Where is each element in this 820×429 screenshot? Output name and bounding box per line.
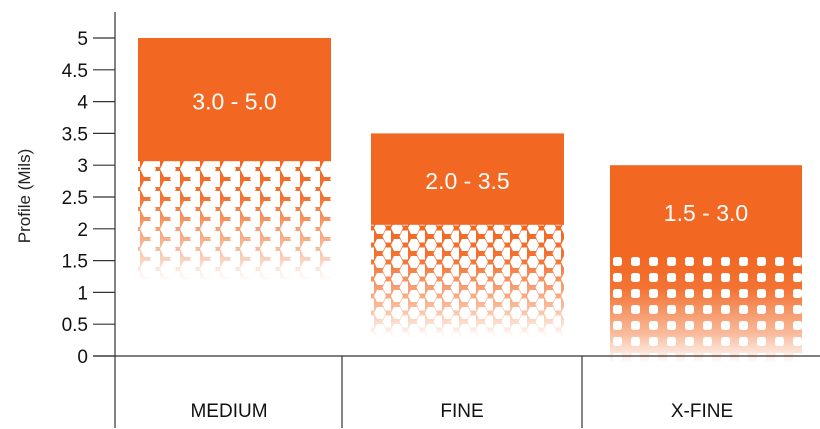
y-tick-label: 1.5 — [62, 252, 88, 273]
y-tick-label: 0 — [77, 347, 88, 368]
y-tick-label: 2.5 — [62, 188, 88, 209]
y-tick-label: 0.5 — [62, 315, 88, 336]
x-category-label: MEDIUM — [190, 401, 267, 422]
range-label: 3.0 - 5.0 — [192, 89, 276, 115]
y-tick-label: 3.5 — [62, 124, 88, 145]
texture-fade — [609, 256, 803, 364]
range-bar-medium: 3.0 - 5.0 — [137, 38, 332, 282]
category-dividers — [341, 356, 583, 428]
range-bars: 3.0 - 5.0 2.0 - 3.5 1.5 - 3.0 — [137, 38, 803, 364]
y-tick-label: 1 — [77, 283, 88, 304]
range-bar-x-fine: 1.5 - 3.0 — [609, 165, 803, 364]
x-category-label: X-FINE — [671, 401, 733, 422]
range-label: 1.5 - 3.0 — [664, 200, 748, 226]
y-tick-label: 5 — [77, 29, 88, 50]
texture-fade — [370, 224, 565, 339]
range-bar-fill — [610, 165, 802, 261]
range-bar-fine: 2.0 - 3.5 — [370, 133, 565, 339]
x-axis-categories: MEDIUM FINE X-FINE — [190, 401, 733, 422]
texture-fade — [137, 161, 332, 282]
range-label: 2.0 - 3.5 — [425, 168, 509, 194]
range-bar-fill — [371, 133, 564, 229]
y-axis-ticks: 0 0.5 1 1.5 2 2.5 3 3.5 4 4.5 5 — [62, 29, 115, 368]
y-tick-label: 2 — [77, 220, 88, 241]
y-tick-label: 4.5 — [62, 61, 88, 82]
y-tick-label: 3 — [77, 156, 88, 177]
y-tick-label: 4 — [77, 93, 88, 114]
x-category-label: FINE — [440, 401, 483, 422]
range-bar-fill — [138, 38, 331, 166]
y-axis-title: Profile (Mils) — [15, 149, 34, 243]
